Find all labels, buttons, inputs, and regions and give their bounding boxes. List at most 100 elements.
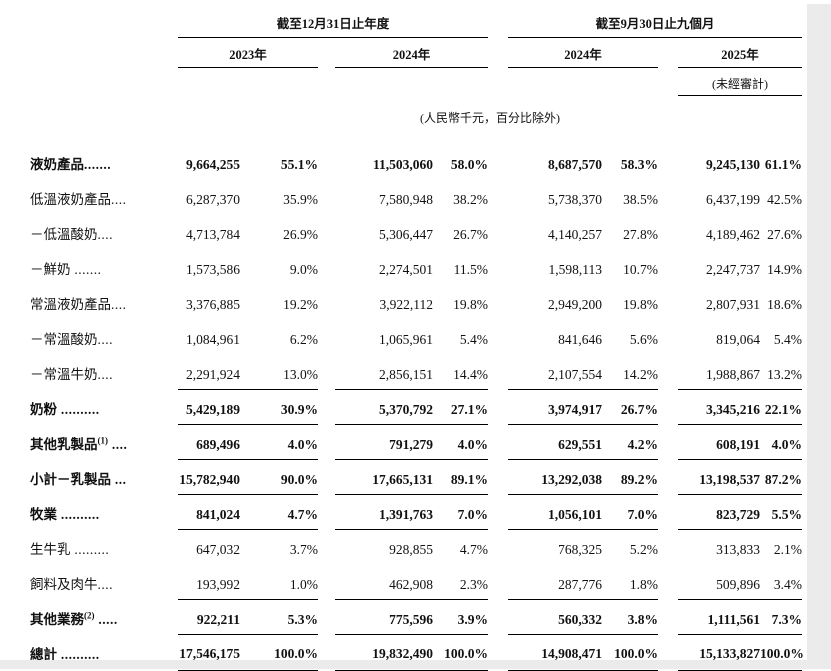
percent-cell: 6.2% <box>289 332 318 347</box>
row-label-text: －鮮奶 <box>30 262 71 277</box>
column-gap <box>488 284 508 319</box>
dot-leader: .... <box>97 332 113 347</box>
percent-cell: 26.7% <box>602 389 659 425</box>
row-label-text: －低溫酸奶 <box>30 227 98 242</box>
row-label-text: 其他業務 <box>30 612 84 627</box>
percent-cell: 14.2% <box>602 354 659 390</box>
value-cell: 5,429,189 <box>178 389 240 425</box>
dot-leader: ......... <box>70 542 110 557</box>
column-gap <box>318 389 335 424</box>
table-row: －常溫牛奶.... 2,291,924 13.0% 2,856,151 14.4% 2,1… <box>30 354 803 390</box>
table-row: 飼料及肉牛.... 193,992 1.0% 462,908 2.3% 287,776 1.… <box>30 564 803 600</box>
dot-leader: .... <box>108 437 128 452</box>
dot-leader: .... <box>97 227 113 242</box>
row-label: －低溫酸奶.... <box>30 214 178 249</box>
percent-cell: 13.0% <box>240 354 318 390</box>
percent-cell: 27.8% <box>623 227 659 242</box>
value-cell: 13,292,038 <box>508 459 603 495</box>
percent-cell: 14.4% <box>433 354 489 390</box>
value-cell: 5,738,370 <box>548 192 603 207</box>
row-label-text: 牧業 <box>30 507 57 522</box>
column-gap <box>318 459 335 494</box>
percent-cell: 11.5% <box>453 262 489 277</box>
percent-cell: 5.3% <box>240 599 318 635</box>
interim-period-header: 截至9月30日止九個月 <box>508 4 803 38</box>
percent-cell: 26.9% <box>283 227 318 242</box>
row-label-text: 小計－乳製品 <box>30 472 111 487</box>
row-label-text: 低溫液奶產品 <box>30 192 111 207</box>
value-cell: 2,856,151 <box>335 354 433 390</box>
header-spacer <box>30 130 802 144</box>
row-label-text: 液奶產品 <box>30 157 84 172</box>
value-cell: 2,107,554 <box>508 354 603 390</box>
row-label: 液奶產品....... <box>30 144 178 179</box>
header-spacer <box>30 38 178 68</box>
table-row: 小計－乳製品 ... 15,782,940 90.0% 17,665,131 89.1%… <box>30 459 803 495</box>
value-cell: 1,056,101 <box>508 494 603 530</box>
row-label: 牧業 .......... <box>30 494 178 529</box>
column-gap <box>658 179 678 214</box>
column-gap <box>658 459 678 494</box>
value-cell: 4,189,462 <box>706 227 761 242</box>
value-cell: 560,332 <box>508 599 603 635</box>
column-gap <box>658 529 678 564</box>
value-cell: 1,391,763 <box>335 494 433 530</box>
value-cell: 1,598,113 <box>548 262 603 277</box>
percent-cell: 5.4% <box>459 332 489 347</box>
units-note: (人民幣千元，百分比除外) <box>420 111 561 125</box>
percent-cell: 9.0% <box>289 262 318 277</box>
column-gap <box>318 599 335 634</box>
column-gap <box>318 424 335 459</box>
row-label-text: 生牛乳 <box>30 542 71 557</box>
percent-cell: 27.6% <box>767 227 803 242</box>
value-cell: 3,376,885 <box>186 297 240 312</box>
percent-cell: 14.9% <box>767 262 803 277</box>
value-cell: 819,064 <box>716 332 761 347</box>
row-label: －鮮奶 ....... <box>30 249 178 284</box>
column-gap <box>318 564 335 599</box>
value-cell: 2,274,501 <box>379 262 433 277</box>
percent-cell: 19.8% <box>453 297 489 312</box>
percent-cell: 4.0% <box>240 424 318 460</box>
percent-cell: 27.1% <box>433 389 489 425</box>
value-cell: 6,437,199 <box>706 192 761 207</box>
percent-cell: 3.8% <box>602 599 659 635</box>
value-cell: 509,896 <box>678 564 761 600</box>
column-gap <box>318 144 335 179</box>
value-cell: 2,247,737 <box>706 262 761 277</box>
table-row: 液奶產品....... 9,664,255 55.1% 11,503,060 58.0%… <box>30 144 802 179</box>
column-gap <box>658 144 678 179</box>
header-spacer <box>30 4 178 38</box>
year-header-2024-annual: 2024年 <box>335 37 489 68</box>
value-cell: 11,503,060 <box>372 157 433 172</box>
column-gap <box>488 214 508 249</box>
table-row: －常溫酸奶.... 1,084,961 6.2% 1,065,961 5.4% 841,6… <box>30 319 802 354</box>
table-row: 其他業務(2) ..... 922,211 5.3% 775,596 3.9% 560,3… <box>30 599 803 635</box>
year-header-2023: 2023年 <box>178 37 318 68</box>
value-cell: 928,855 <box>389 542 433 557</box>
value-cell: 193,992 <box>178 564 240 600</box>
table-row: －低溫酸奶.... 4,713,784 26.9% 5,306,447 26.7% 4,1… <box>30 214 802 249</box>
value-cell: 3,922,112 <box>379 297 434 312</box>
row-label: 小計－乳製品 ... <box>30 459 178 494</box>
value-cell: 5,370,792 <box>335 389 433 425</box>
percent-cell: 10.7% <box>623 262 659 277</box>
row-label-text: 常溫液奶產品 <box>30 297 111 312</box>
percent-cell: 90.0% <box>240 459 318 495</box>
percent-cell: 26.7% <box>453 227 489 242</box>
footnote-marker: (1) <box>97 435 109 446</box>
percent-cell: 3.4% <box>760 564 803 600</box>
percent-cell: 30.9% <box>240 389 318 425</box>
value-cell: 1,988,867 <box>678 354 761 390</box>
percent-cell: 1.0% <box>240 564 318 600</box>
percent-cell: 7.0% <box>602 494 659 530</box>
percent-cell: 58.0% <box>450 157 489 172</box>
value-cell: 2,949,200 <box>548 297 603 312</box>
table-row: 常溫液奶產品.... 3,376,885 19.2% 3,922,112 19.8% 2,… <box>30 284 802 319</box>
percent-cell: 13.2% <box>760 354 803 390</box>
value-cell: 15,782,940 <box>178 459 240 495</box>
year-header-2025-interim: 2025年 <box>678 37 803 68</box>
row-label-text: 飼料及肉牛 <box>30 577 98 592</box>
column-gap <box>488 354 508 389</box>
row-label: －常溫牛奶.... <box>30 354 178 389</box>
